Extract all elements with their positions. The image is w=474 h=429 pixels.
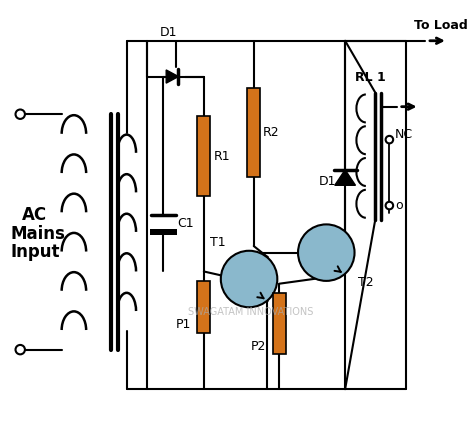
Circle shape	[16, 109, 25, 119]
Polygon shape	[335, 170, 356, 185]
Text: D1: D1	[159, 26, 177, 39]
Bar	[197, 116, 210, 196]
Text: o: o	[395, 199, 402, 212]
Text: RL 1: RL 1	[355, 71, 385, 84]
Text: P1: P1	[175, 318, 191, 331]
Text: T2: T2	[358, 275, 374, 289]
Polygon shape	[166, 70, 178, 83]
Text: T1: T1	[210, 236, 225, 249]
Bar	[247, 88, 260, 177]
Text: D1: D1	[319, 175, 336, 188]
Text: R1: R1	[213, 150, 230, 163]
Text: Input: Input	[11, 243, 60, 261]
Circle shape	[16, 345, 25, 354]
Text: AC: AC	[22, 205, 47, 224]
Text: C1: C1	[177, 217, 194, 230]
Bar	[150, 229, 176, 235]
Text: To Load: To Load	[414, 19, 468, 33]
Text: SWAGATAM INNOVATIONS: SWAGATAM INNOVATIONS	[188, 307, 314, 317]
Circle shape	[386, 202, 393, 209]
Bar	[273, 293, 286, 354]
Text: NC: NC	[395, 128, 413, 142]
Text: P2: P2	[251, 340, 266, 353]
Text: R2: R2	[263, 126, 280, 139]
Circle shape	[386, 136, 393, 143]
Circle shape	[221, 251, 277, 307]
Text: Mains: Mains	[11, 224, 66, 242]
Circle shape	[298, 224, 355, 281]
Bar	[197, 281, 210, 332]
